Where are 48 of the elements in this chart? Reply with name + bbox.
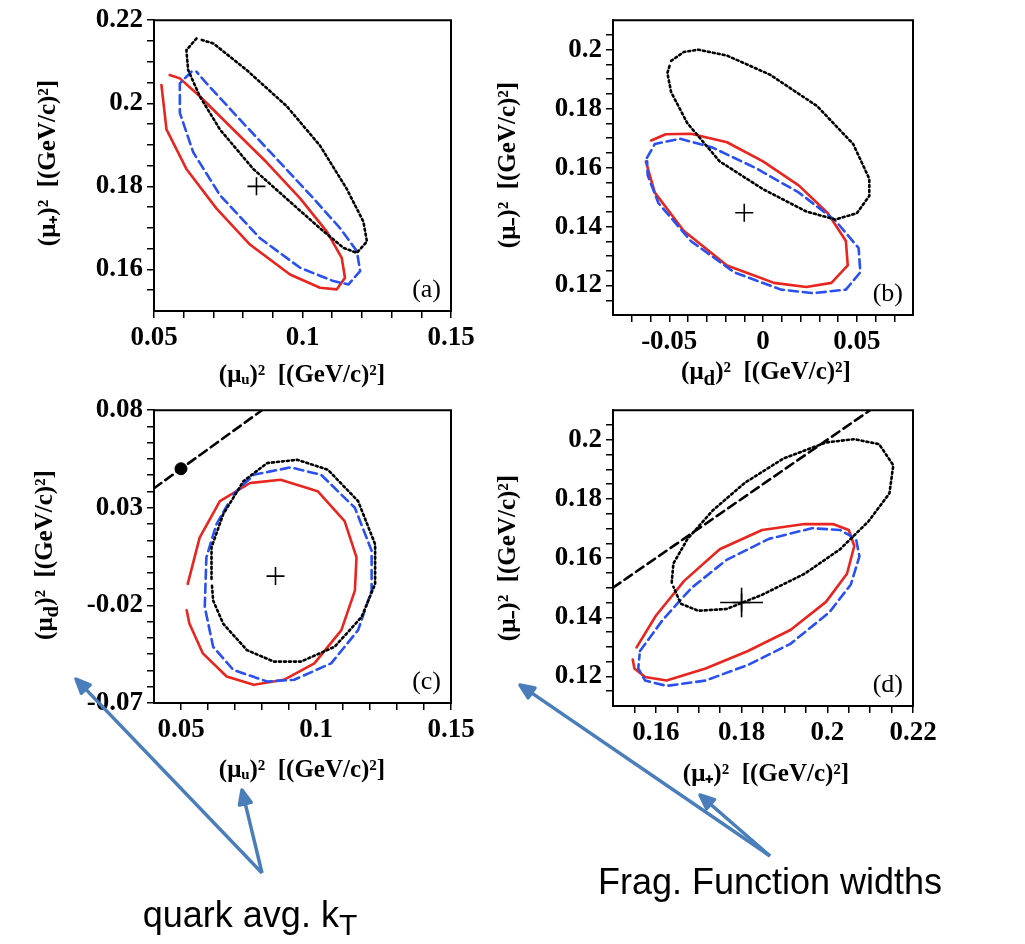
y-tick-label: 0.2: [109, 86, 143, 117]
x-tick-label: 0: [756, 325, 770, 356]
x-axis-title: (μᵤ)² [(GeV/c)²]: [218, 754, 386, 782]
y-tick-label: 0.18: [554, 481, 602, 512]
line-series: [185, 37, 369, 255]
y-tick-label: 0.2: [568, 32, 602, 63]
y-tick-label: 0.12: [554, 659, 602, 690]
x-tick-label: 0.05: [157, 713, 205, 744]
y-tick-label: 0.16: [554, 150, 602, 181]
annotation: (d): [872, 668, 903, 698]
annotation: (b): [872, 277, 903, 307]
y-tick-label: 0.2: [568, 422, 602, 453]
x-tick-label: 0.1: [299, 713, 333, 744]
x-tick-label: 0.05: [130, 321, 178, 352]
annotation: (a): [412, 273, 441, 303]
annotation: (c): [412, 665, 441, 695]
x-tick-label: 0.16: [632, 716, 680, 747]
x-tick-label: 0.15: [427, 321, 475, 352]
y-tick-label: -0.02: [86, 588, 143, 619]
y-tick-label: 0.08: [95, 393, 143, 424]
y-axis-title: (μ₋)² [(GeV/c)²]: [492, 474, 520, 642]
line-series: [203, 466, 373, 683]
text: quark avg. k$_{T}$: [142, 893, 358, 942]
x-tick-label: 0.2: [810, 716, 845, 747]
x-tick-label: 0.1: [285, 321, 320, 352]
y-tick-label: 0.03: [95, 490, 143, 521]
text: Frag. Function widths: [597, 861, 943, 903]
y-tick-label: 0.22: [95, 3, 143, 34]
y-tick-label: 0.18: [95, 169, 143, 200]
x-tick-label: 0.15: [427, 713, 475, 744]
x-axis-title: (μ₊)² [(GeV/c)²]: [682, 758, 850, 786]
line-series: [178, 70, 362, 286]
x-tick-label: 0.05: [833, 325, 881, 356]
y-axis-title: (μ₊)² [(GeV/c)²]: [32, 79, 60, 247]
y-tick-label: 0.16: [554, 541, 602, 572]
y-tick-label: 0.16: [95, 252, 143, 283]
x-tick-label: 0.18: [717, 716, 766, 747]
x-tick-label: 0.22: [889, 716, 937, 747]
x-axis-title: (μ$_{d}$)² [(GeV/c)²]: [681, 356, 851, 390]
line-series: [210, 458, 377, 663]
y-axis-title: (μ₋)² [(GeV/c)²]: [492, 81, 520, 249]
y-tick-label: 0.12: [554, 268, 602, 299]
y-tick-label: 0.18: [554, 91, 602, 122]
x-axis-title: (μᵤ)² [(GeV/c)²]: [218, 359, 386, 387]
y-tick-label: 0.14: [554, 600, 602, 631]
line-series: [666, 48, 871, 221]
x-tick-label: -0.05: [641, 325, 698, 356]
y-tick-label: 0.14: [554, 209, 602, 240]
